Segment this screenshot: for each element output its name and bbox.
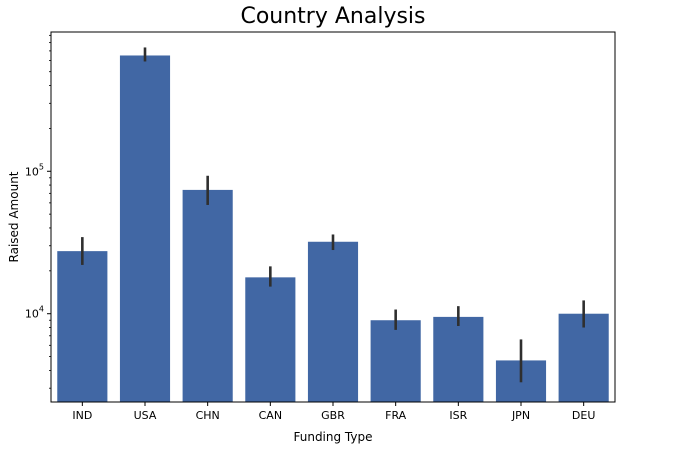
bar-fra bbox=[370, 320, 421, 402]
y-tick-label-100000: 105 bbox=[25, 162, 44, 178]
bar-can bbox=[245, 277, 296, 402]
x-axis-ticks: IND USA CHN CAN GBR FRA ISR JPN DEU bbox=[72, 402, 595, 422]
bar-usa bbox=[119, 55, 171, 402]
x-tick-label-usa: USA bbox=[134, 409, 157, 422]
bar-isr bbox=[433, 316, 484, 402]
bars-layer bbox=[57, 55, 609, 402]
y-axis-label: Raised Amount bbox=[7, 171, 21, 262]
y-tick-exponent-100000: 5 bbox=[39, 162, 44, 171]
x-tick-label-gbr: GBR bbox=[321, 409, 345, 422]
error-bars-layer bbox=[81, 47, 585, 383]
x-tick-label-fra: FRA bbox=[385, 409, 407, 422]
y-tick-label-10000: 104 bbox=[25, 305, 44, 321]
x-tick-label-chn: CHN bbox=[196, 409, 220, 422]
x-tick-label-isr: ISR bbox=[449, 409, 467, 422]
bar-chn bbox=[182, 189, 233, 402]
chart-title: Country Analysis bbox=[240, 4, 425, 29]
x-tick-label-jpn: JPN bbox=[511, 409, 530, 422]
bar-gbr bbox=[307, 241, 359, 402]
bar-deu bbox=[558, 313, 609, 402]
x-tick-label-ind: IND bbox=[72, 409, 92, 422]
x-axis-label: Funding Type bbox=[293, 430, 372, 444]
y-tick-exponent-10000: 4 bbox=[39, 305, 44, 314]
bar-ind bbox=[57, 251, 108, 402]
y-axis-ticks: 104 105 bbox=[25, 34, 51, 389]
x-tick-label-can: CAN bbox=[259, 409, 282, 422]
x-tick-label-deu: DEU bbox=[572, 409, 595, 422]
